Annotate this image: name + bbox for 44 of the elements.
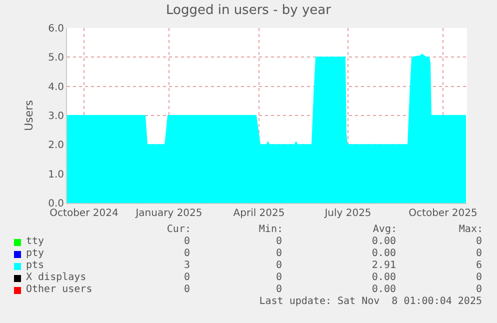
- text: 0: [276, 236, 282, 247]
- text: 0.00: [372, 236, 396, 247]
- chart-title: Logged in users - by year: [166, 2, 332, 18]
- text: 0: [184, 248, 190, 259]
- text: 0.00: [372, 284, 396, 295]
- y-tick-label: 3.0: [48, 111, 64, 122]
- text: 2.91: [372, 260, 396, 271]
- text: 0: [184, 236, 190, 247]
- y-tick-label: 1.0: [48, 169, 64, 180]
- legend-label: Other users: [26, 284, 92, 295]
- y-tick-label: 6.0: [48, 24, 64, 34]
- text: 6: [476, 260, 482, 271]
- text: 0.00: [372, 248, 396, 259]
- text: 0: [276, 284, 282, 295]
- text: 0: [276, 260, 282, 271]
- text: 0: [184, 272, 190, 283]
- text: Max:: [458, 224, 483, 235]
- y-tick-label: 5.0: [48, 52, 64, 64]
- text: 0.00: [372, 272, 396, 283]
- text: 0: [184, 284, 190, 295]
- legend-label: pts: [26, 260, 44, 271]
- x-tick-label: October 2024: [50, 208, 118, 219]
- text: Cur:: [166, 224, 191, 235]
- text: 0: [276, 248, 282, 259]
- x-tick-label: April 2025: [233, 208, 285, 219]
- text: 0: [276, 272, 282, 283]
- x-tick-label: July 2025: [324, 208, 372, 219]
- text: Min:: [258, 224, 283, 235]
- y-tick-label: 4.0: [48, 82, 64, 93]
- legend-label: pty: [26, 248, 44, 259]
- x-tick-label: October 2025: [408, 208, 478, 219]
- legend-label: X displays: [26, 272, 86, 283]
- y-tick-label: 2.0: [48, 140, 64, 152]
- text: 0: [476, 248, 482, 259]
- text: Avg:: [372, 224, 397, 235]
- text: 3: [184, 260, 190, 271]
- text: 0: [476, 284, 482, 295]
- y-axis-title: Users: [22, 100, 36, 131]
- legend-label: tty: [26, 236, 44, 247]
- y-tick-label: 0.0: [48, 198, 64, 210]
- text: 0: [476, 272, 482, 283]
- text: Last update: Sat Nov 8 01:00:04 2025: [259, 296, 482, 307]
- text: 0: [476, 236, 482, 247]
- x-tick-label: January 2025: [134, 208, 202, 219]
